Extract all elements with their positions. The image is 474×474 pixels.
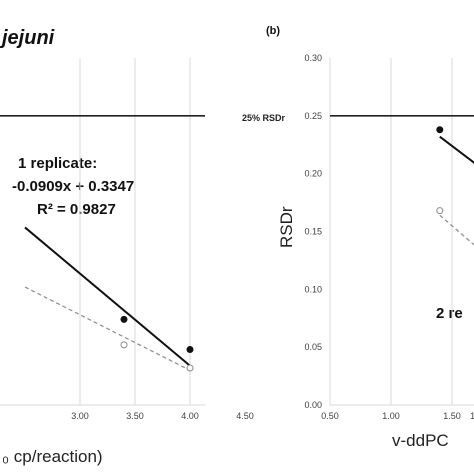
y-tick-label-b-3: 0.15 (304, 227, 322, 237)
data-point-b-0-0 (436, 126, 444, 134)
fit-line-a-0 (24, 226, 191, 367)
x-axis-title-b: v-ddPC (392, 431, 449, 450)
x-tick-label-b-1: 1.00 (382, 411, 400, 421)
panel-b-label: (b) (266, 25, 280, 37)
y-tick-label-b-0: 0.00 (304, 400, 322, 410)
y-axis-title-b: RSDr (277, 206, 296, 248)
fit-line-b-0 (439, 135, 474, 164)
data-point-a-0-1 (186, 345, 194, 353)
x-tick-label-b-0: 0.50 (321, 411, 339, 421)
y-tick-label-b-2: 0.10 (304, 284, 322, 294)
y-tick-label-b-5: 0.25 (304, 111, 322, 121)
panel-a-title: jejuni (0, 27, 55, 49)
x-axis-title-a: ₀ cp/reaction) (2, 447, 103, 466)
annotation-line-3: R² = 0.9827 (37, 201, 116, 218)
y-tick-label-b-1: 0.05 (304, 342, 322, 352)
annotation-b: 2 re (436, 305, 463, 322)
annotation-line-2: -0.0909x + 0.3347 (12, 178, 134, 195)
fit-line-a-1 (24, 286, 191, 371)
y-tick-label-b-6: 0.30 (304, 53, 322, 63)
reference-line-label: 25% RSDr (242, 113, 286, 123)
plot-area-a: 3.00 3.50 4.00 4.50 (0, 58, 254, 421)
data-point-a-0-0 (120, 315, 128, 323)
plot-area-b: 0.50 1.00 1.50 1.7 0.00 0.05 0.10 0.15 0.20 0.25 0… (304, 53, 474, 421)
x-tick-label-a-1: 3.50 (126, 411, 144, 421)
data-point-a-1-0 (120, 341, 128, 349)
y-tick-label-b-4: 0.20 (304, 169, 322, 179)
x-tick-label-b-3: 1.7 (470, 411, 474, 421)
x-tick-label-b-2: 1.50 (443, 411, 461, 421)
data-point-a-1-1 (186, 364, 194, 372)
x-tick-label-a-0: 3.00 (71, 411, 89, 421)
data-point-b-1-0 (436, 207, 444, 215)
fit-line-b-1 (439, 214, 474, 246)
annotation-line-1: 1 replicate: (18, 155, 97, 172)
x-tick-label-a-2: 4.00 (181, 411, 199, 421)
x-tick-label-a-3: 4.50 (236, 411, 254, 421)
